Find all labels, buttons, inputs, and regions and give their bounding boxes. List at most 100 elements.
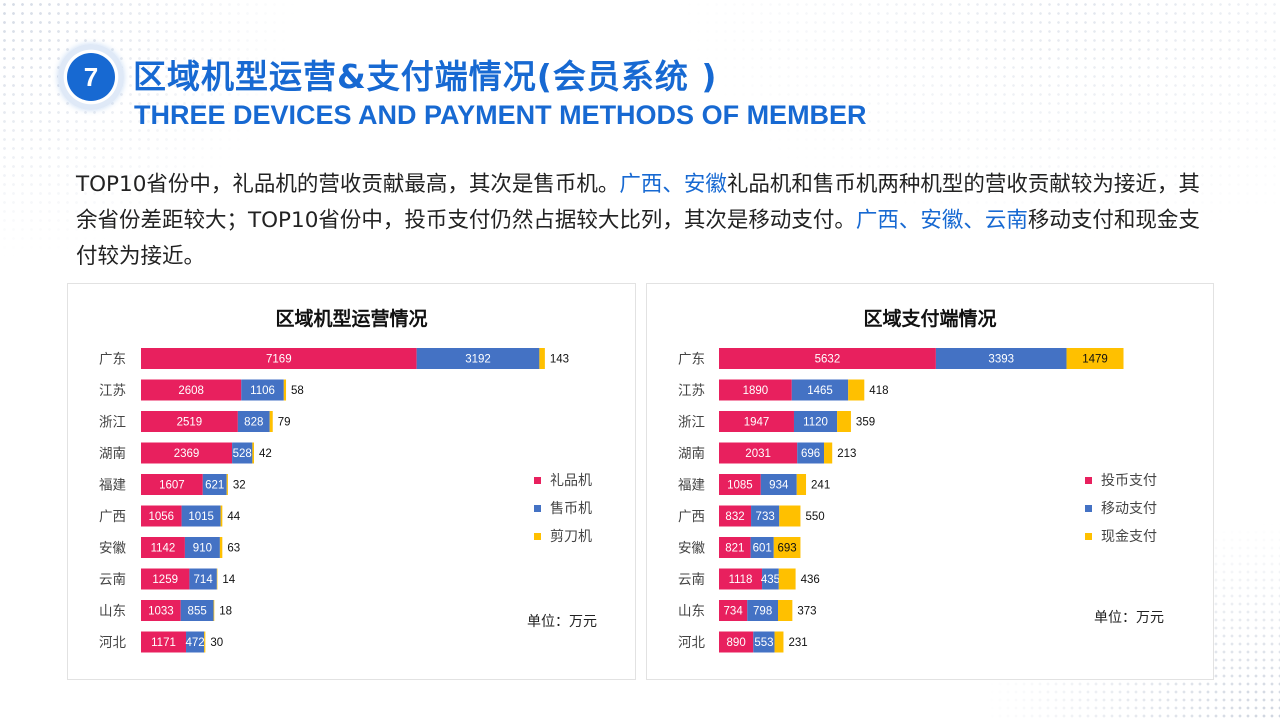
bar-segment [241, 379, 284, 401]
bar-segment [778, 568, 796, 590]
payment-chart: 广东 5632 3393 1479 江苏 1890 1465 418 浙江 1947 1120 359… [678, 348, 1124, 653]
bar-segment [719, 505, 752, 527]
device-revenue-chart: 广东 7169 3192 143 江苏 2608 1106 58 浙江 2519 828 79 湖南 23… [99, 348, 569, 653]
data-label: 621 [205, 480, 224, 492]
data-label: 828 [244, 417, 263, 429]
data-label: 910 [193, 543, 212, 555]
data-label: 1607 [159, 480, 185, 492]
data-label: 3393 [988, 354, 1014, 366]
bar-segment [750, 537, 774, 558]
category-label: 河北 [678, 635, 706, 651]
bar-segment [719, 631, 754, 653]
category-label: 安徽 [99, 541, 126, 557]
data-label: 1465 [807, 385, 833, 397]
bar-segment [141, 411, 238, 432]
category-label: 广东 [678, 352, 705, 368]
legend-label: 礼品机 [550, 473, 592, 489]
bar-segment [796, 474, 807, 495]
data-label: 550 [805, 511, 824, 523]
bar-segment [219, 537, 223, 558]
bar-segment [777, 600, 793, 621]
data-label: 1118 [729, 574, 753, 586]
bar-segment [141, 600, 181, 621]
bar-segment [935, 348, 1067, 369]
legend-swatch-coin-pay [1085, 476, 1092, 484]
category-label: 安徽 [678, 541, 706, 557]
legend-label: 投币支付 [1101, 473, 1157, 489]
legend-item: 移动支付 [1085, 494, 1157, 522]
data-label: 418 [869, 385, 888, 397]
data-label: 32 [233, 480, 246, 492]
data-label: 2608 [178, 385, 204, 397]
payment-chart-title: 区域支付端情况 [863, 308, 997, 330]
data-label: 1085 [727, 480, 753, 492]
bar-segment [719, 600, 748, 621]
data-label: 2369 [174, 448, 200, 460]
data-label: 18 [219, 606, 232, 618]
legend-swatch-gift [534, 476, 541, 484]
category-label: 河北 [99, 635, 126, 651]
data-label: 241 [811, 480, 830, 492]
data-label: 528 [233, 448, 252, 460]
legend-swatch-mobile-pay [1085, 504, 1092, 512]
data-label: 2031 [745, 448, 771, 460]
data-label: 42 [259, 448, 272, 460]
summary-highlight-1: 广西、安徽 [619, 172, 727, 197]
bar-segment [762, 568, 779, 590]
data-label: 58 [291, 385, 304, 397]
data-label: 1171 [151, 637, 176, 649]
device-chart-title: 区域机型运营情况 [275, 308, 428, 330]
bar-segment [141, 379, 242, 401]
bar-segment [760, 474, 797, 495]
data-label: 213 [837, 448, 856, 460]
data-label: 63 [227, 543, 240, 555]
category-label: 山东 [99, 604, 126, 620]
category-label: 湖南 [99, 446, 126, 462]
legend-swatch-coin [534, 504, 541, 512]
data-label: 359 [856, 417, 875, 429]
data-label: 79 [278, 417, 291, 429]
bar-segment [226, 474, 228, 495]
data-label: 472 [186, 637, 205, 649]
data-label: 934 [769, 480, 789, 492]
legend-label: 剪刀机 [550, 529, 592, 545]
bar-segment [141, 537, 185, 558]
category-label: 福建 [678, 478, 705, 494]
data-label: 832 [725, 511, 744, 523]
bar-segment [824, 442, 833, 464]
legend-label: 移动支付 [1101, 501, 1157, 517]
bar-segment [1066, 348, 1124, 369]
bar-segment [719, 474, 761, 495]
section-number-badge: 7 [67, 53, 115, 101]
bar-segment [848, 379, 865, 401]
data-label: 553 [754, 637, 773, 649]
bar-segment [141, 631, 187, 653]
bar-segment [719, 442, 798, 464]
data-label: 436 [801, 574, 820, 586]
device-chart-legend: 礼品机 售币机 剪刀机 [534, 466, 592, 550]
bar-segment [141, 442, 233, 464]
category-label: 山东 [678, 604, 705, 620]
bar-segment [719, 568, 763, 590]
category-label: 浙江 [678, 415, 705, 431]
summary-highlight-2: 广西、安徽、云南 [855, 208, 1028, 233]
data-label: 1015 [188, 511, 214, 523]
data-label: 44 [227, 511, 240, 523]
bar-segment [232, 442, 253, 464]
bar-segment [141, 505, 182, 527]
legend-swatch-cash-pay [1085, 532, 1092, 540]
decor-dots-top-right [640, 0, 1280, 260]
category-label: 云南 [678, 572, 705, 588]
bar-segment [719, 379, 792, 401]
bar-segment [141, 568, 190, 590]
data-label: 601 [753, 543, 772, 555]
data-label: 693 [778, 543, 797, 555]
bar-segment [719, 537, 751, 558]
payment-chart-legend: 投币支付 移动支付 现金支付 [1085, 466, 1157, 550]
data-label: 1033 [148, 606, 174, 618]
data-label: 7169 [266, 354, 292, 366]
bar-segment [269, 411, 273, 432]
category-label: 湖南 [678, 446, 705, 462]
data-label: 2519 [177, 417, 203, 429]
bar-segment [539, 348, 545, 369]
